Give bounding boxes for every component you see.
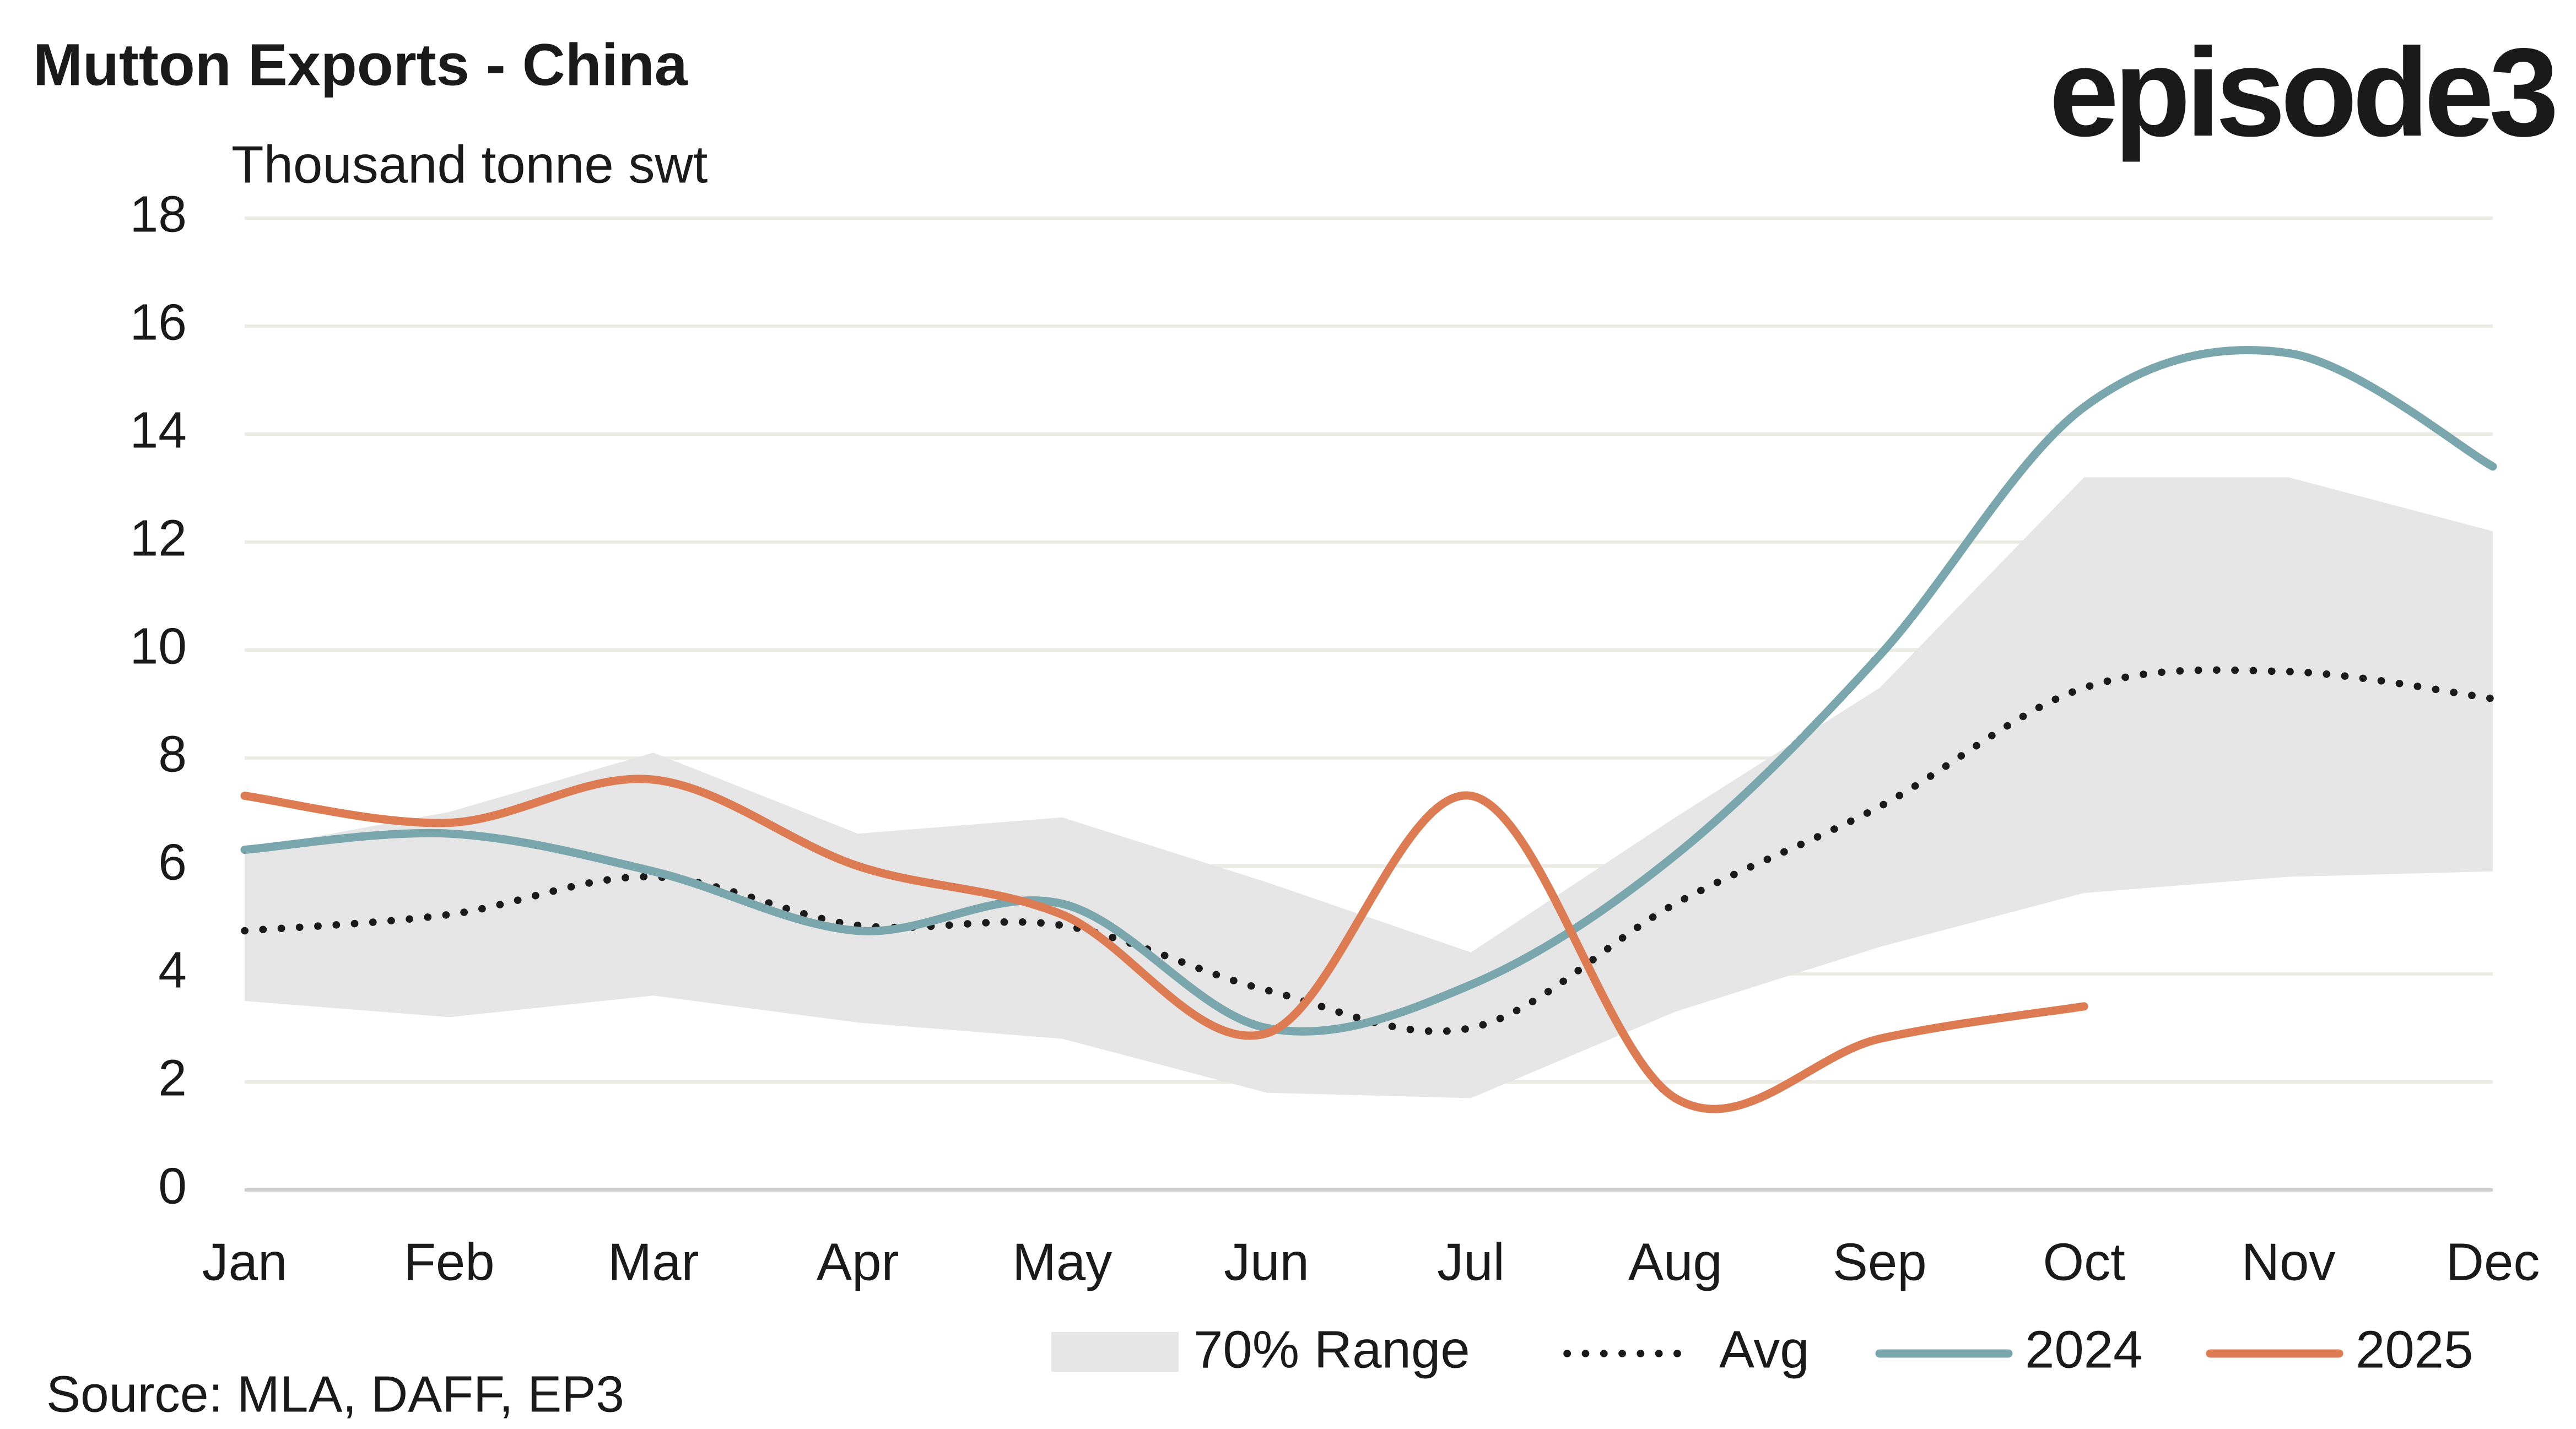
source: Source: MLA, DAFF, EP3 xyxy=(46,1366,624,1423)
logo: episode3 xyxy=(2049,23,2555,163)
x-tick-label: Mar xyxy=(608,1232,699,1291)
series-line xyxy=(240,346,2497,1036)
x-tick-label: Apr xyxy=(817,1232,899,1291)
legend-label: 2024 xyxy=(2025,1320,2143,1379)
subtitle: Thousand tonne swt xyxy=(231,135,708,194)
x-tick-label: Feb xyxy=(403,1232,494,1291)
y-tick-label: 16 xyxy=(130,294,187,351)
x-tick-label: Jul xyxy=(1437,1232,1505,1291)
x-tick-label: May xyxy=(1012,1232,1112,1291)
series-line xyxy=(241,666,2497,1035)
x-tick-label: Aug xyxy=(1628,1232,1722,1291)
legend-label: 2025 xyxy=(2356,1320,2474,1379)
x-tick-label: Jan xyxy=(202,1232,288,1291)
y-tick-label: 2 xyxy=(158,1049,187,1107)
y-tick-label: 12 xyxy=(130,510,187,567)
y-tick-label: 4 xyxy=(158,941,187,999)
y-tick-label: 18 xyxy=(130,186,187,243)
legend-label: 70% Range xyxy=(1194,1320,1470,1379)
legend-label: Avg xyxy=(1719,1320,1810,1379)
y-tick-label: 0 xyxy=(158,1157,187,1215)
legend-swatch xyxy=(1051,1331,1179,1372)
x-tick-label: Nov xyxy=(2242,1232,2336,1291)
x-tick-label: Dec xyxy=(2446,1232,2540,1291)
y-tick-label: 8 xyxy=(158,726,187,783)
x-tick-label: Oct xyxy=(2043,1232,2125,1291)
x-tick-label: Jun xyxy=(1224,1232,1309,1291)
series-line xyxy=(240,775,2088,1113)
chart-title: Mutton Exports - China xyxy=(33,31,688,98)
y-tick-label: 10 xyxy=(130,618,187,675)
range-area xyxy=(245,477,2493,1098)
y-tick-label: 6 xyxy=(158,833,187,891)
x-tick-label: Sep xyxy=(1833,1232,1927,1291)
y-tick-label: 14 xyxy=(130,402,187,459)
